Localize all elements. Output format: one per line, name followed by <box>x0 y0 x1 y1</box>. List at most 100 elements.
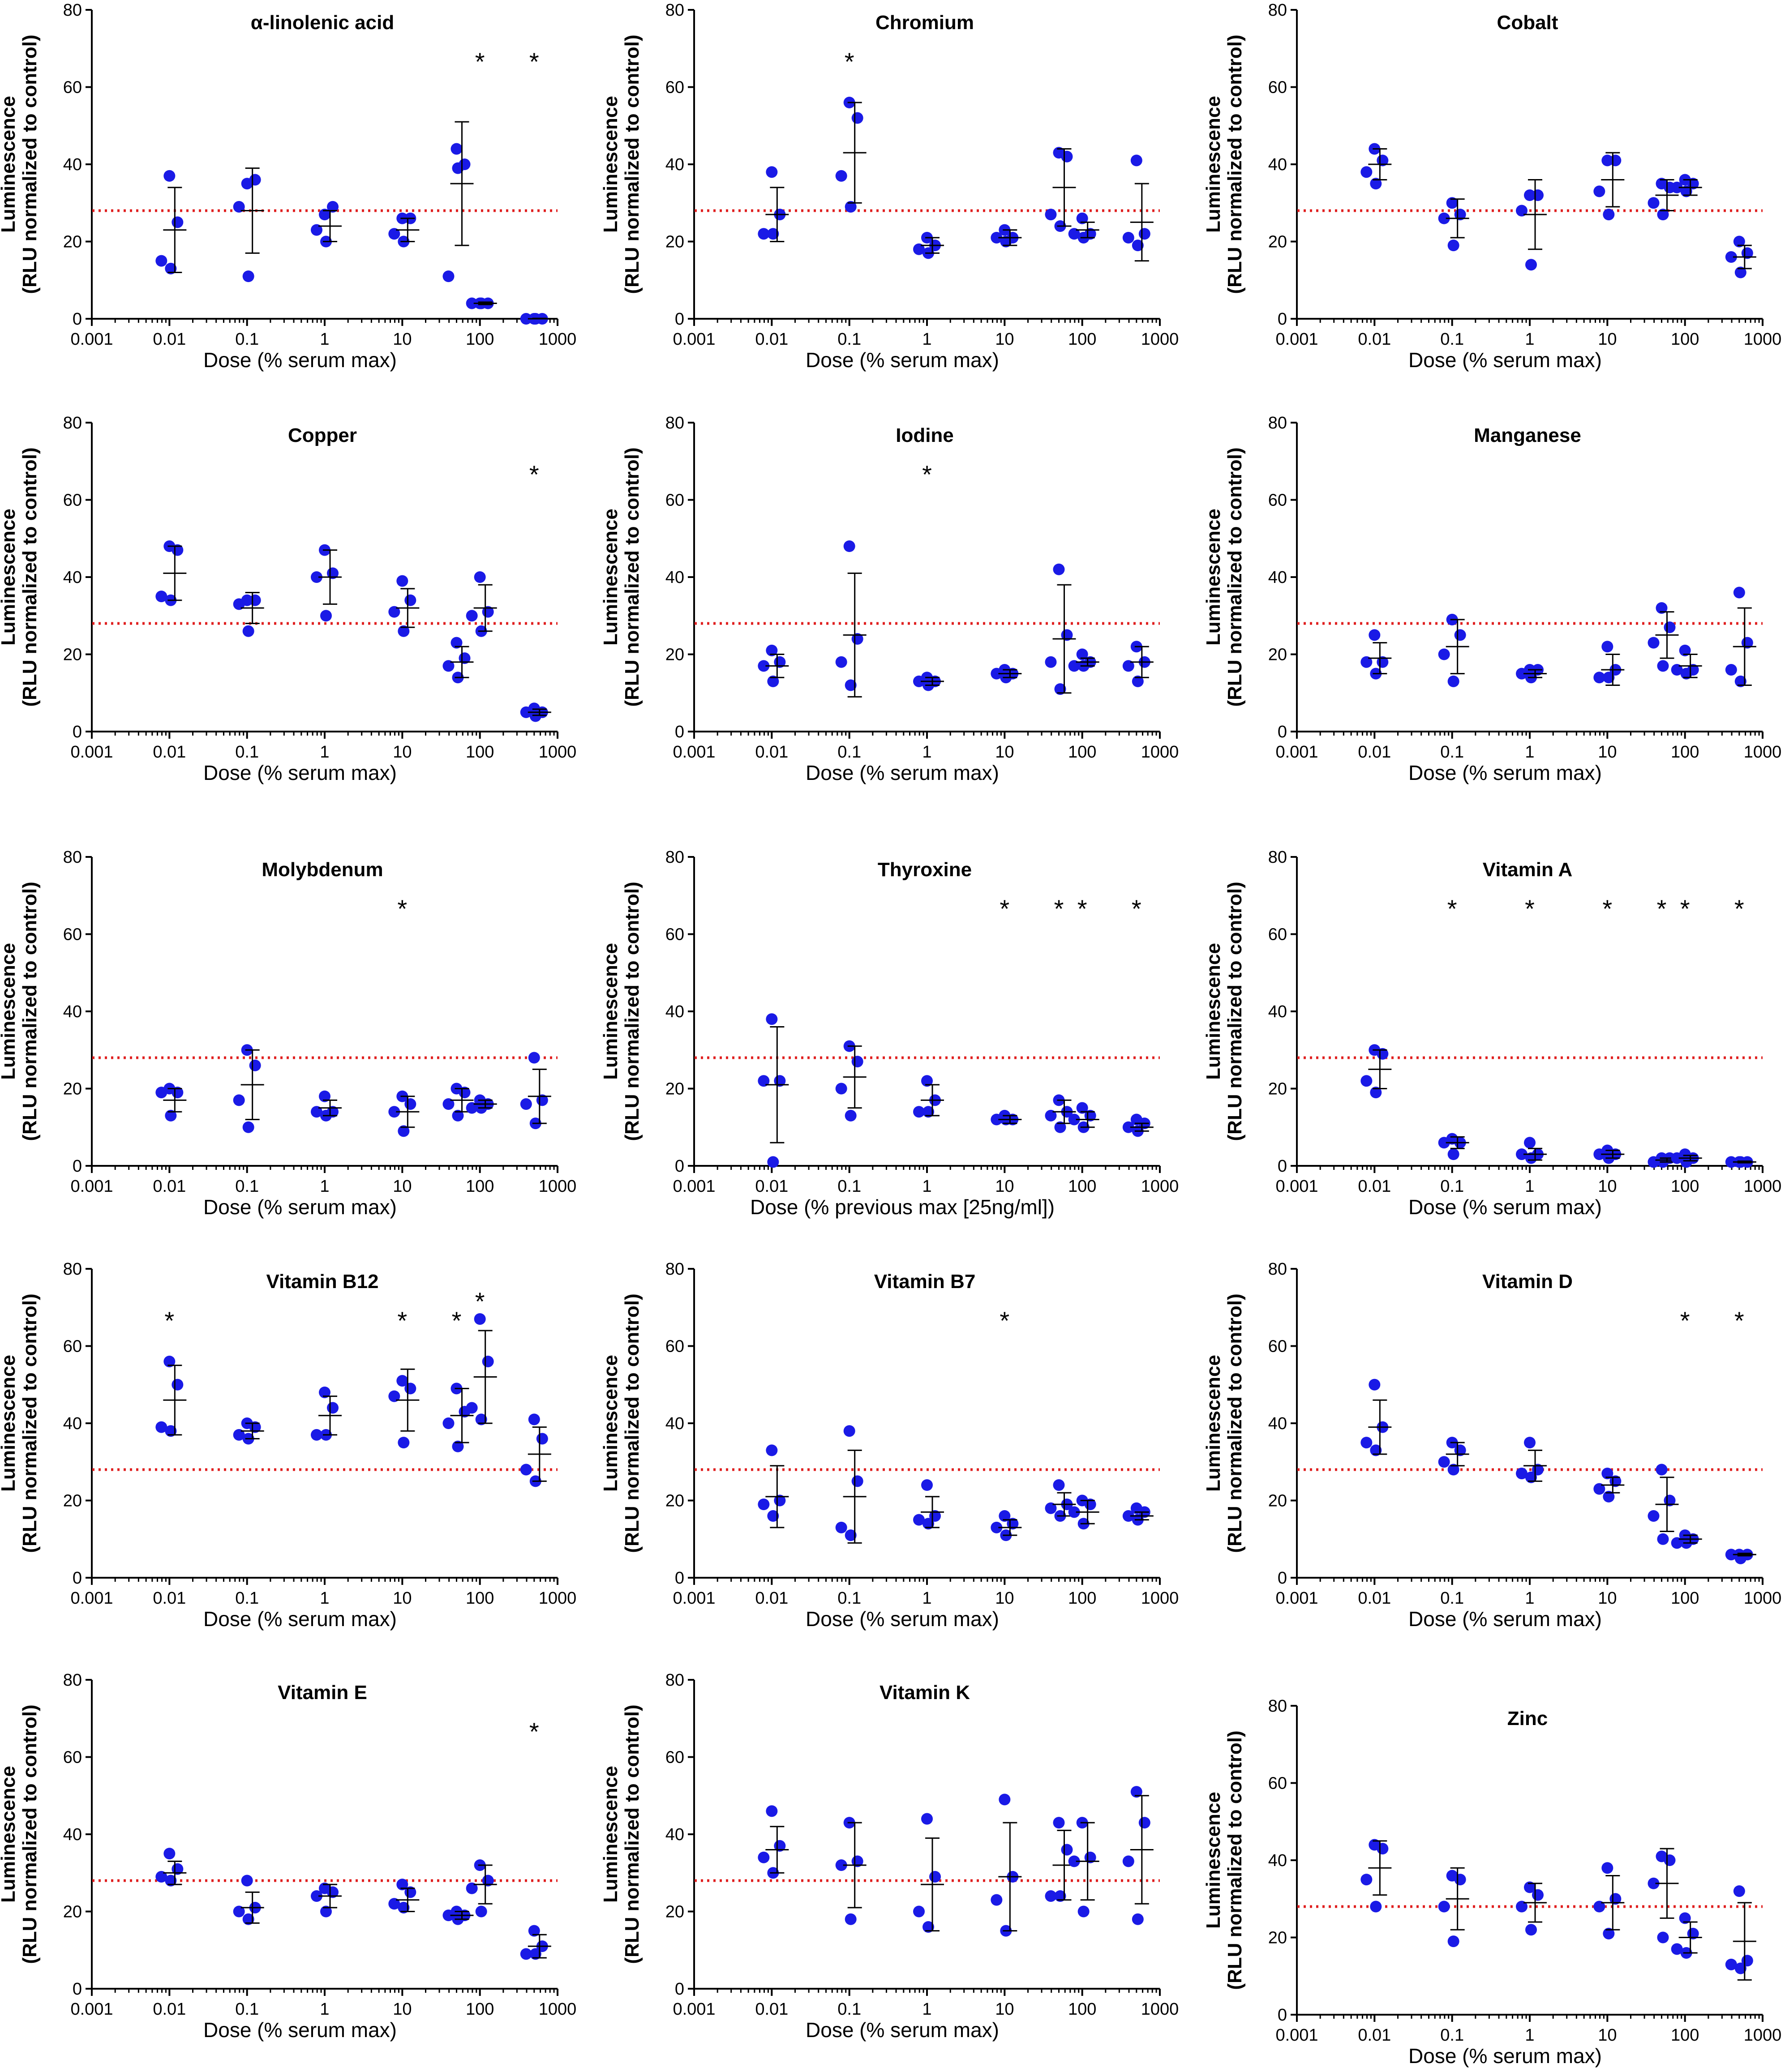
data-point <box>1593 1483 1605 1495</box>
y-axis-label-line2: (RLU normalized to control) <box>1224 34 1246 294</box>
y-axis-label-line2: (RLU normalized to control) <box>621 1704 643 1964</box>
data-point <box>520 706 532 718</box>
data-point <box>404 1098 416 1110</box>
data-point <box>1671 1537 1683 1549</box>
data-point <box>520 1098 532 1110</box>
data-point <box>319 1090 330 1102</box>
data-point <box>1045 1890 1057 1902</box>
data-point <box>1525 1924 1537 1936</box>
data-point <box>1680 1156 1692 1168</box>
x-tick-label: 100 <box>466 1177 494 1196</box>
data-point <box>1053 563 1065 575</box>
data-point <box>163 1356 176 1367</box>
x-tick-label: 0.001 <box>70 1589 113 1608</box>
x-tick-label: 1 <box>1525 1589 1534 1608</box>
x-tick-label: 100 <box>1068 2000 1096 2019</box>
x-tick-label: 0.1 <box>1440 2026 1464 2045</box>
data-point <box>845 679 857 691</box>
x-axis-label: Dose (% serum max) <box>1408 2044 1602 2068</box>
x-tick-label: 1 <box>320 330 329 349</box>
data-point <box>529 1948 541 1960</box>
y-tick-label: 80 <box>63 1 82 20</box>
y-tick-label: 0 <box>1278 310 1287 329</box>
data-point <box>1532 1889 1544 1901</box>
data-point <box>1679 644 1691 656</box>
data-point <box>991 1894 1003 1906</box>
y-tick-label: 0 <box>1278 1569 1287 1588</box>
data-point <box>404 1383 416 1395</box>
chart-title: Iodine <box>896 424 954 446</box>
data-point <box>766 1013 778 1025</box>
data-point <box>1671 1943 1683 1955</box>
chart-panel: 0 20 40 60 80 0.001 0.01 0.1 1 10 100 1000 Dose (% s… <box>1202 1 1781 372</box>
data-point <box>1603 1490 1615 1503</box>
significance-star: * <box>529 47 539 76</box>
data-point <box>452 1109 464 1122</box>
data-point <box>1524 1137 1536 1149</box>
chart-panel: 0 20 40 60 80 0.001 0.01 0.1 1 10 100 1000 Dose (% p… <box>600 848 1179 1219</box>
y-tick-label: 80 <box>63 1260 82 1279</box>
data-point <box>1438 648 1450 660</box>
x-tick-label: 0.1 <box>837 2000 861 2019</box>
data-point <box>913 1514 925 1526</box>
data-point <box>1438 1456 1450 1468</box>
y-axis-label-line1: Luminescence <box>600 1766 622 1903</box>
data-point <box>845 1109 857 1122</box>
y-axis-label-line1: Luminescence <box>600 509 622 646</box>
y-tick-label: 60 <box>1268 925 1287 944</box>
x-tick-label: 100 <box>1671 743 1699 762</box>
x-tick-label: 0.01 <box>755 1177 788 1196</box>
data-point <box>1132 240 1144 252</box>
x-tick-label: 0.01 <box>153 1177 186 1196</box>
y-tick-label: 20 <box>1268 233 1287 252</box>
data-point <box>398 1437 410 1449</box>
data-point <box>1068 1113 1080 1126</box>
data-point <box>1138 228 1150 240</box>
x-axis-label: Dose (% serum max) <box>203 1607 397 1631</box>
chart-title: Manganese <box>1474 424 1581 446</box>
data-point <box>1601 1468 1613 1480</box>
significance-star: * <box>529 1717 539 1746</box>
y-axis-label-line1: Luminescence <box>0 1355 19 1492</box>
x-tick-label: 100 <box>1068 330 1096 349</box>
data-point <box>452 162 464 174</box>
x-tick-label: 1000 <box>1744 2026 1782 2045</box>
x-axis-label: Dose (% serum max) <box>1408 1195 1602 1219</box>
data-point <box>1648 1877 1660 1889</box>
x-tick-label: 0.01 <box>153 2000 186 2019</box>
y-axis-label-line1: Luminescence <box>1202 1355 1224 1492</box>
x-tick-label: 0.001 <box>70 1177 113 1196</box>
y-tick-label: 40 <box>665 155 684 174</box>
y-tick-label: 0 <box>73 1157 82 1176</box>
data-point <box>1054 683 1066 695</box>
chart-title: Molybdenum <box>262 859 383 881</box>
x-tick-label: 0.1 <box>837 330 861 349</box>
y-tick-label: 20 <box>1268 646 1287 664</box>
data-point <box>1601 641 1613 653</box>
x-tick-label: 10 <box>995 1589 1014 1608</box>
data-point <box>404 594 416 606</box>
significance-star: * <box>164 1306 174 1335</box>
y-tick-label: 0 <box>675 723 684 741</box>
y-axis-label-line2: (RLU normalized to control) <box>621 882 643 1141</box>
chart-title: Vitamin B12 <box>266 1271 378 1293</box>
data-point <box>1516 1468 1528 1480</box>
x-tick-label: 1000 <box>539 743 577 762</box>
significance-star: * <box>475 47 485 76</box>
x-tick-label: 10 <box>1598 330 1617 349</box>
x-axis-label: Dose (% serum max) <box>203 1195 397 1219</box>
data-point <box>923 1106 934 1118</box>
data-point <box>835 1083 847 1095</box>
x-tick-label: 100 <box>466 330 494 349</box>
x-tick-label: 1000 <box>1744 1589 1782 1608</box>
data-point <box>1603 1927 1615 1939</box>
data-point <box>845 1913 857 1925</box>
data-point <box>1671 1152 1683 1164</box>
data-point <box>767 228 779 240</box>
x-tick-label: 0.001 <box>1275 743 1318 762</box>
y-tick-label: 40 <box>1268 1414 1287 1433</box>
data-point <box>320 610 332 622</box>
x-tick-label: 1000 <box>539 2000 577 2019</box>
data-point <box>1045 656 1057 668</box>
x-tick-label: 1 <box>1525 330 1534 349</box>
